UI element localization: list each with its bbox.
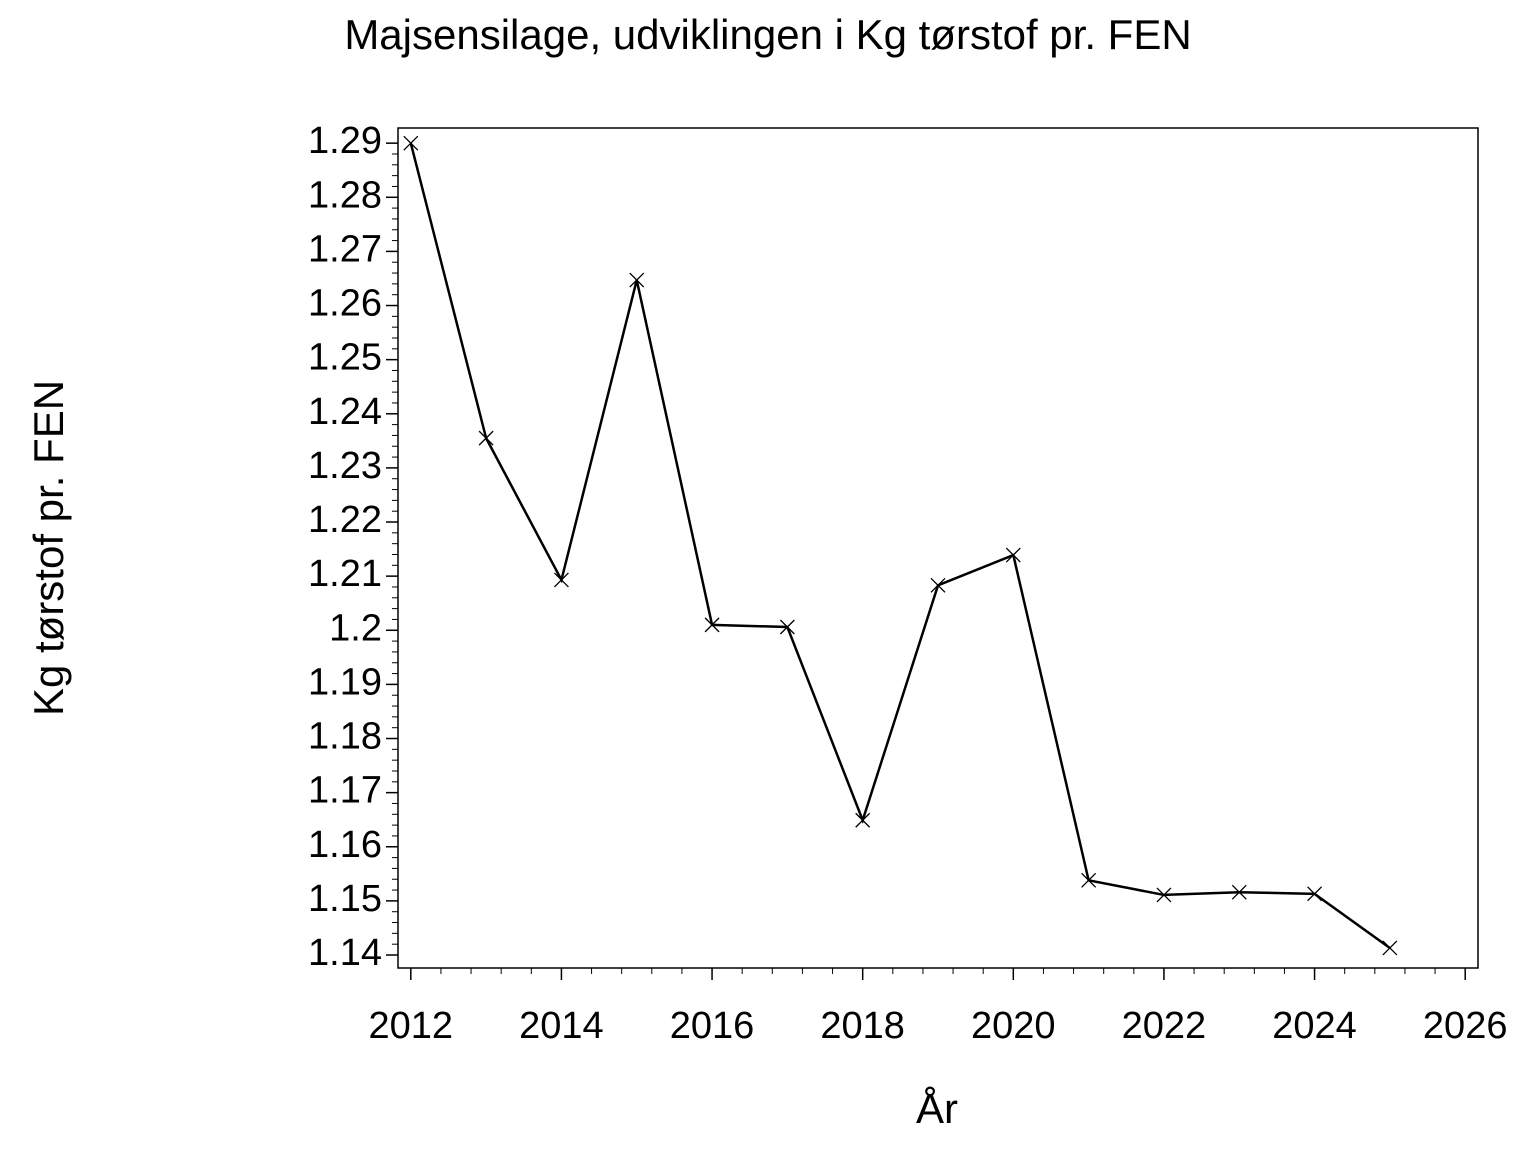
y-tick-label: 1.27	[308, 228, 382, 270]
y-tick-label: 1.29	[308, 120, 382, 162]
x-tick-label: 2020	[971, 1005, 1056, 1047]
marker	[1382, 940, 1398, 956]
y-tick-label: 1.22	[308, 499, 382, 541]
x-tick-label: 2016	[670, 1005, 755, 1047]
marker	[553, 572, 569, 588]
marker	[855, 812, 871, 828]
marker	[629, 272, 645, 288]
y-tick-label: 1.26	[308, 283, 382, 325]
marker	[779, 619, 795, 635]
y-axis-label: Kg tørstof pr. FEN	[25, 380, 72, 716]
x-tick-label: 2024	[1272, 1005, 1357, 1047]
x-tick-label: 2018	[820, 1005, 905, 1047]
y-tick-label: 1.16	[308, 824, 382, 866]
y-tick-label: 1.18	[308, 716, 382, 758]
marker	[930, 577, 946, 593]
y-tick-label: 1.2	[329, 607, 382, 649]
y-tick-label: 1.24	[308, 391, 382, 433]
marker	[704, 617, 720, 633]
chart-title: Majsensilage, udviklingen i Kg tørstof p…	[344, 11, 1191, 58]
marker	[1307, 886, 1323, 902]
y-tick-label: 1.23	[308, 445, 382, 487]
marker	[403, 135, 419, 151]
y-tick-label: 1.25	[308, 337, 382, 379]
marker	[1231, 884, 1247, 900]
x-axis-label: År	[916, 1085, 958, 1132]
plot-frame	[397, 127, 1479, 969]
y-tick-label: 1.17	[308, 770, 382, 812]
x-tick-label: 2014	[519, 1005, 604, 1047]
marker	[1005, 547, 1021, 563]
y-tick-label: 1.21	[308, 553, 382, 595]
x-tick-label: 2022	[1122, 1005, 1207, 1047]
marker	[478, 430, 494, 446]
y-tick-label: 1.15	[308, 878, 382, 920]
y-tick-label: 1.19	[308, 661, 382, 703]
marker	[1081, 872, 1097, 888]
data-line	[409, 142, 1391, 949]
y-tick-label: 1.14	[308, 932, 382, 974]
x-tick-label: 2012	[369, 1005, 454, 1047]
x-tick-label: 2026	[1423, 1005, 1508, 1047]
y-tick-label: 1.28	[308, 174, 382, 216]
marker	[1156, 887, 1172, 903]
